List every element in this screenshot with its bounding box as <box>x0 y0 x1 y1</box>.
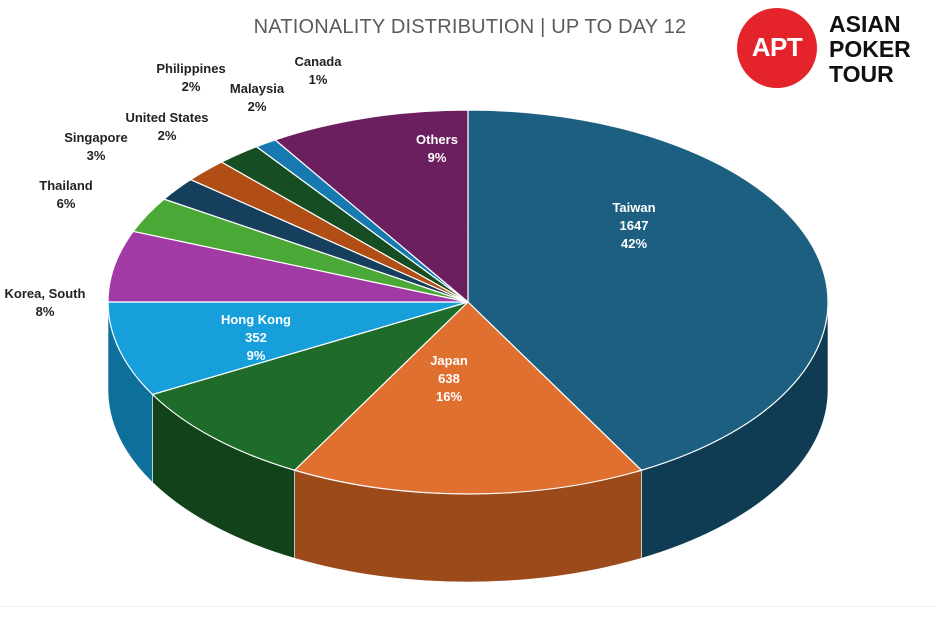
apt-logo: APT ASIAN POKER TOUR <box>737 8 933 88</box>
chart-title: NATIONALITY DISTRIBUTION | UP TO DAY 12 <box>253 16 687 38</box>
data-label-japan: Japan 638 16% <box>430 353 468 404</box>
logo-circle <box>737 8 817 88</box>
data-label-korea-south: Korea, South 8% <box>5 286 86 319</box>
data-label-thailand: Thailand 6% <box>39 178 93 211</box>
logo-mark: APT <box>751 32 803 62</box>
pie-slice-japan <box>293 301 643 495</box>
footer-divider <box>0 606 936 607</box>
pie-tops <box>107 109 829 495</box>
pie-slice-thailand <box>107 230 469 303</box>
pie-sides <box>107 301 829 583</box>
pie-labels: Taiwan 1647 42% Japan 638 16% Hong Kong 352 9% Ko… <box>5 54 656 404</box>
data-label-hong-kong: Hong Kong 352 9% <box>221 312 291 363</box>
pie-slice-korea-south <box>107 301 469 396</box>
pie-slice-others <box>273 109 469 304</box>
data-label-philippines: Philippines 2% <box>156 61 225 94</box>
data-label-singapore: Singapore 3% <box>64 130 128 163</box>
data-label-canada: Canada 1% <box>295 54 343 87</box>
logo-line-1: ASIAN <box>829 11 901 37</box>
data-label-united-states: United States 2% <box>125 110 208 143</box>
logo-line-3: TOUR <box>829 61 894 87</box>
pie-slice-hong-kong <box>151 301 469 471</box>
data-label-malaysia: Malaysia 2% <box>230 81 285 114</box>
logo-wordmark: ASIAN POKER TOUR <box>829 12 933 87</box>
data-label-others: Others 9% <box>416 132 458 165</box>
data-label-taiwan: Taiwan 1647 42% <box>612 200 655 251</box>
pie-slice-taiwan <box>467 109 829 471</box>
logo-line-2: POKER <box>829 36 911 62</box>
